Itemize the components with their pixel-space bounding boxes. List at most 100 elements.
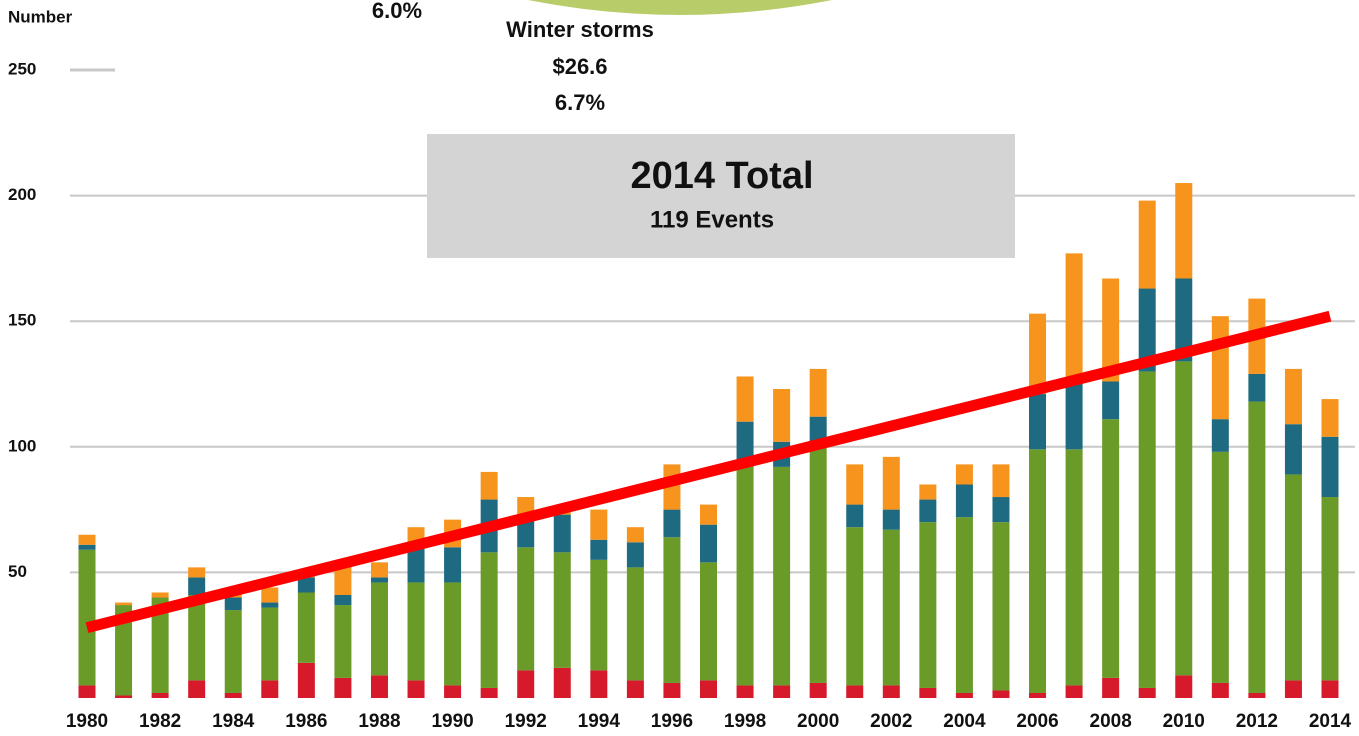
- bar-segment: [1211, 682, 1229, 698]
- bar-segment: [736, 685, 754, 698]
- x-tick-label: 2010: [1163, 711, 1205, 732]
- bar-segment: [1029, 313, 1047, 395]
- bar-segment: [188, 595, 206, 681]
- bar-segment: [882, 509, 900, 530]
- y-tick-label: 50: [8, 562, 27, 581]
- bar-segment: [334, 605, 352, 678]
- bar-segment: [1211, 316, 1229, 420]
- bar-segment: [78, 549, 96, 686]
- bar-segment: [261, 587, 279, 603]
- bar-segment: [151, 592, 169, 598]
- x-tick-label: 2002: [870, 711, 912, 732]
- y-axis-label: Number: [8, 7, 73, 26]
- bar-segment: [626, 542, 644, 568]
- bar-segment: [78, 534, 96, 545]
- bar-segment: [1321, 680, 1339, 698]
- annotation: 6.7%: [555, 90, 605, 115]
- x-tick-label: 2014: [1309, 711, 1352, 732]
- total-box: [427, 134, 1015, 258]
- x-tick-label: 2012: [1236, 711, 1278, 732]
- bar-segment: [115, 602, 133, 606]
- bar-segment: [882, 529, 900, 686]
- bar-segment: [919, 687, 937, 698]
- x-tick-label: 2006: [1016, 711, 1058, 732]
- bar-segment: [370, 582, 388, 676]
- bar-segment: [736, 421, 754, 465]
- plot: 50 100 150 200 250 1980 1982 1984 1986 1988 1990 19…: [8, 59, 1355, 732]
- bar-segment: [809, 368, 827, 417]
- x-tick-label: 1984: [212, 711, 255, 732]
- bar-segment: [773, 466, 791, 686]
- bar-segment: [444, 547, 462, 583]
- bar-segment: [626, 567, 644, 681]
- bar-segment: [809, 682, 827, 698]
- bar-segment: [1284, 474, 1302, 681]
- bar-segment: [444, 685, 462, 698]
- bar-segment: [919, 522, 937, 688]
- y-tick-label: 250: [8, 59, 36, 78]
- bar-segment: [663, 509, 681, 538]
- bar-segment: [590, 509, 608, 540]
- bar-segment: [846, 504, 864, 528]
- bar-segment: [663, 682, 681, 698]
- bar-segment: [1321, 436, 1339, 498]
- bar-segment: [1065, 685, 1083, 698]
- bar-segment: [992, 464, 1010, 498]
- bar-segment: [626, 680, 644, 698]
- bar-segment: [1029, 394, 1047, 450]
- bar-segment: [1211, 451, 1229, 683]
- bar-segment: [1138, 200, 1156, 289]
- x-tick-label: 1994: [578, 711, 621, 732]
- bar-segment: [1321, 497, 1339, 681]
- bar-segment: [919, 484, 937, 500]
- pie-fragment: [528, 0, 832, 15]
- bar-segment: [517, 547, 535, 671]
- bar-segment: [1138, 371, 1156, 688]
- annotation: $26.6: [552, 54, 607, 79]
- x-tick-label: 1990: [431, 711, 473, 732]
- bar-segment: [590, 670, 608, 698]
- bar-segment: [663, 537, 681, 683]
- bar-segment: [188, 567, 206, 578]
- x-tick-label: 1980: [66, 711, 108, 732]
- bar-segment: [1175, 675, 1193, 698]
- bar-segment: [78, 685, 96, 698]
- bar-segment: [517, 519, 535, 548]
- x-tick-label: 1992: [505, 711, 547, 732]
- bar-segment: [736, 464, 754, 686]
- bar-segment: [1248, 692, 1266, 698]
- bar-segment: [1284, 368, 1302, 425]
- bar-segment: [919, 499, 937, 523]
- bar-segment: [297, 577, 315, 593]
- bar-segment: [1175, 278, 1193, 362]
- bar-segment: [1138, 288, 1156, 372]
- box-title: 2014 Total: [630, 155, 813, 197]
- bar-segment: [334, 564, 352, 596]
- bar-segment: [955, 484, 973, 518]
- bar-segment: [1138, 687, 1156, 698]
- bar-segment: [370, 675, 388, 698]
- bar-segment: [773, 685, 791, 698]
- bar-segment: [1065, 449, 1083, 686]
- x-tick-label: 1988: [358, 711, 400, 732]
- x-tick-label: 2008: [1090, 711, 1132, 732]
- bar-segment: [1102, 677, 1120, 698]
- bar-segment: [553, 514, 571, 553]
- bar-segment: [78, 544, 96, 550]
- bar-segment: [700, 562, 717, 681]
- bar-segment: [882, 456, 900, 510]
- bar-segment: [1102, 278, 1120, 382]
- x-tick-label: 1982: [139, 711, 181, 732]
- annotation: 6.0%: [372, 0, 422, 23]
- trend-line: [85, 310, 1332, 633]
- bar-segment: [846, 527, 864, 686]
- bar-segment: [809, 446, 827, 683]
- bar-segment: [370, 577, 388, 583]
- bar-segment: [1284, 424, 1302, 475]
- bar-segment: [590, 559, 608, 671]
- bar-segment: [188, 577, 206, 596]
- bar-segment: [480, 471, 498, 500]
- bar-segment: [1211, 419, 1229, 452]
- bar-segment: [700, 524, 717, 563]
